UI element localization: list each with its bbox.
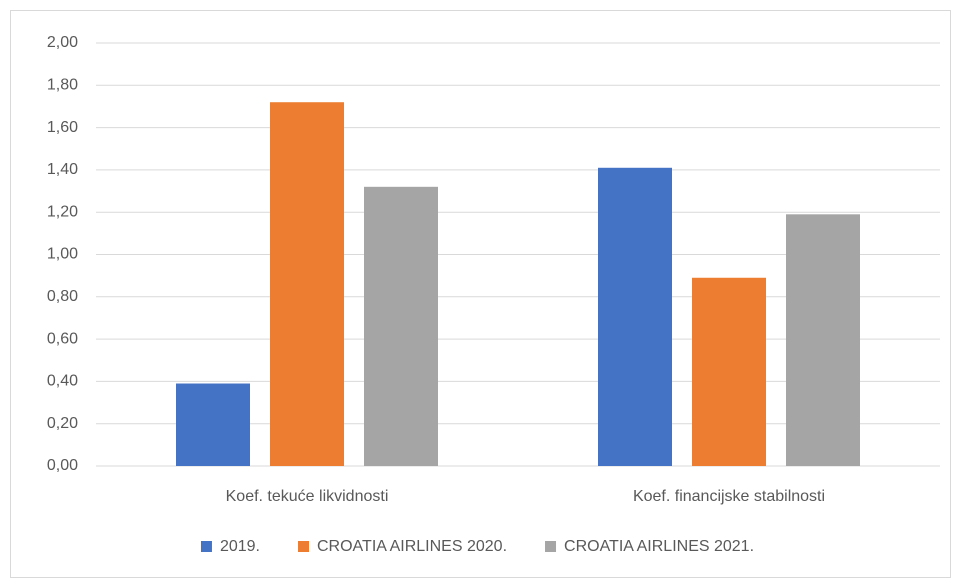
legend-label: CROATIA AIRLINES 2020. <box>317 538 507 555</box>
y-tick-label: 1,20 <box>47 203 78 220</box>
x-tick-label: Koef. financijske stabilnosti <box>633 488 825 505</box>
x-tick-label: Koef. tekuće likvidnosti <box>226 488 389 505</box>
bar <box>598 167 672 466</box>
bar <box>692 277 766 466</box>
y-tick-label: 1,60 <box>47 119 78 136</box>
bar <box>364 186 438 466</box>
bar <box>786 214 860 466</box>
legend-swatch <box>200 541 212 552</box>
y-tick-label: 1,80 <box>47 77 78 94</box>
y-tick-label: 1,00 <box>47 246 78 263</box>
bar <box>176 383 250 466</box>
legend-swatch <box>298 541 310 552</box>
y-tick-label: 2,00 <box>47 34 78 51</box>
legend-swatch <box>545 541 557 552</box>
bar <box>270 102 344 466</box>
y-tick-label: 0,20 <box>47 415 78 432</box>
legend-label: 2019. <box>220 538 260 555</box>
y-tick-label: 0,60 <box>47 330 78 347</box>
y-tick-label: 0,00 <box>47 457 78 474</box>
y-tick-label: 0,40 <box>47 373 78 390</box>
legend-label: CROATIA AIRLINES 2021. <box>564 538 754 555</box>
y-tick-label: 0,80 <box>47 288 78 305</box>
y-tick-label: 1,40 <box>47 161 78 178</box>
